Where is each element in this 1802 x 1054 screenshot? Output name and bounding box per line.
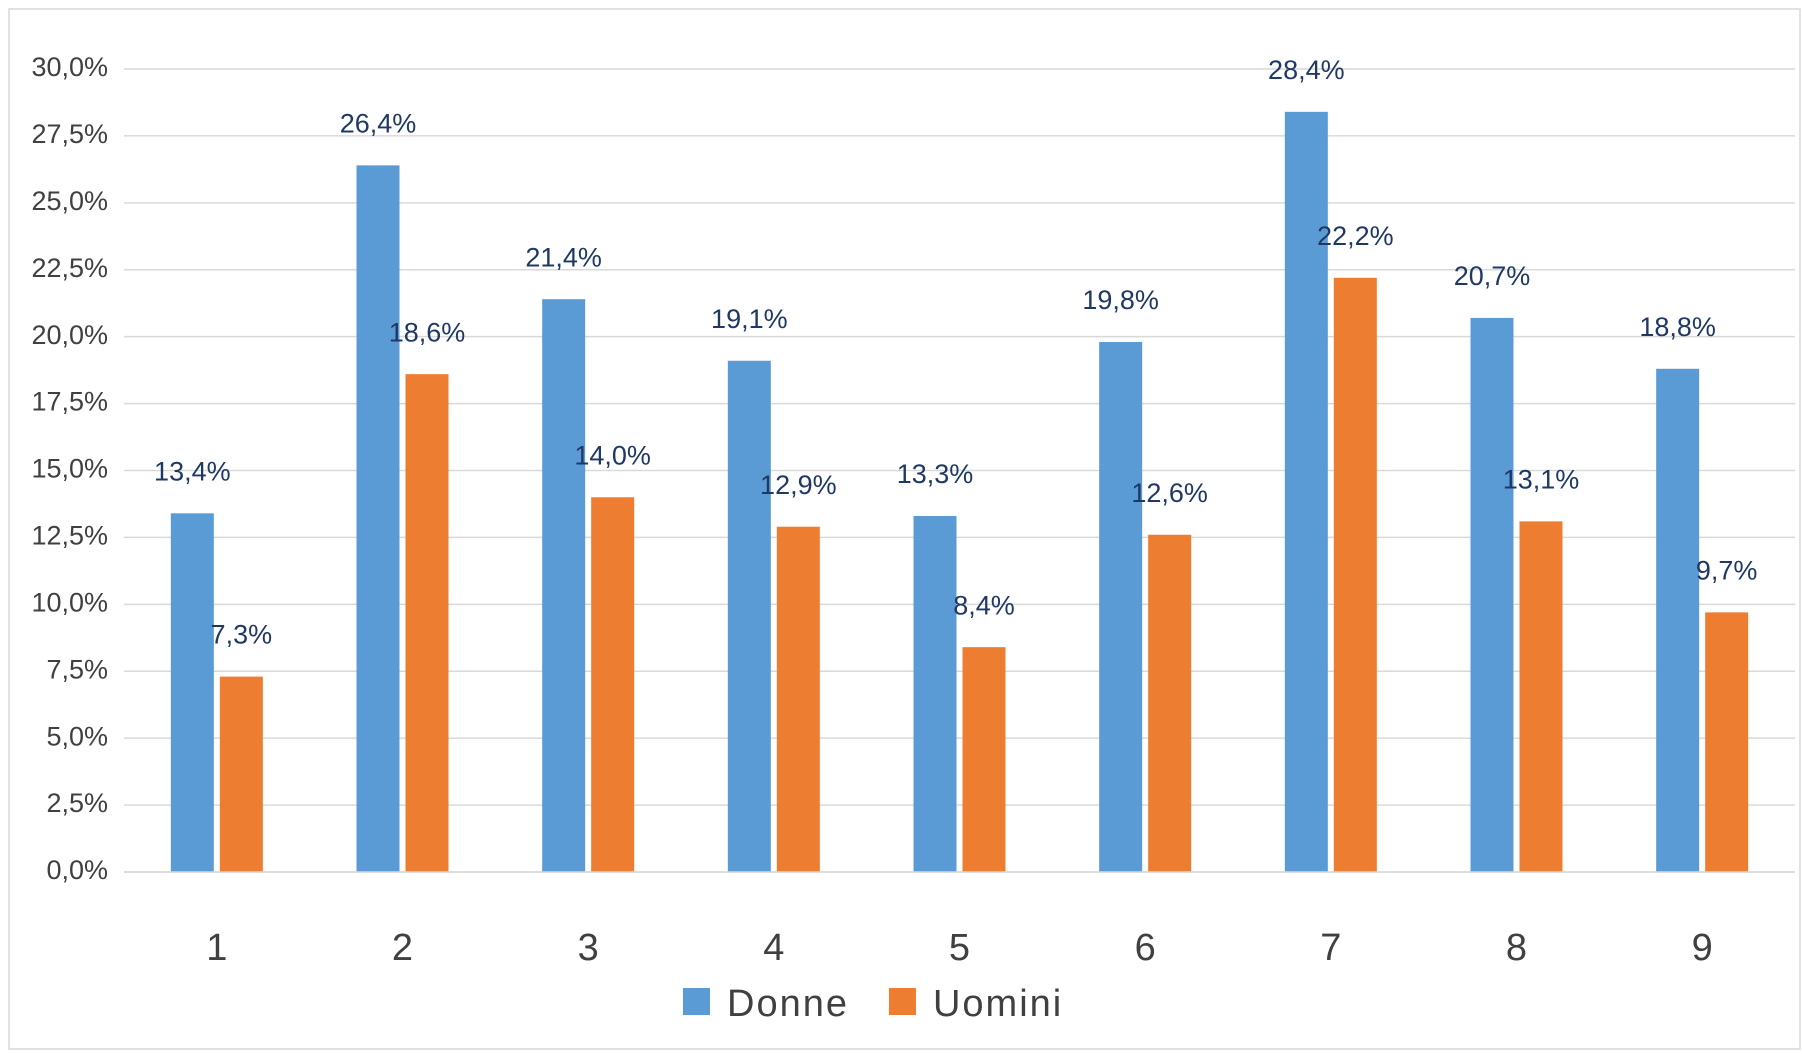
bar [170,513,214,872]
y-tick-label: 20,0% [31,320,108,350]
x-tick-label: 9 [1692,927,1713,969]
data-label: 22,2% [1317,221,1394,251]
data-label: 8,4% [953,590,1015,620]
bar [356,165,400,873]
y-tick-label: 7,5% [46,654,108,684]
data-label: 19,1% [711,304,788,334]
y-tick-label: 12,5% [31,521,108,551]
data-label: 19,8% [1082,285,1159,315]
data-label: 28,4% [1268,55,1345,85]
legend-swatch [683,988,710,1015]
y-tick-label: 25,0% [31,186,108,216]
data-label: 13,3% [897,459,974,489]
bar [405,374,449,872]
y-tick-label: 15,0% [31,454,108,484]
y-tick-label: 17,5% [31,387,108,417]
bar [219,676,263,872]
data-label: 13,4% [154,456,231,486]
bar [1519,521,1563,872]
x-tick-label: 2 [392,927,413,969]
data-label: 21,4% [525,242,602,272]
y-tick-label: 5,0% [46,721,108,751]
bar [542,299,586,872]
bar [1148,534,1192,872]
x-tick-label: 5 [949,927,970,969]
data-label: 14,0% [574,440,651,470]
data-label: 7,3% [211,620,273,650]
y-tick-label: 10,0% [31,587,108,617]
data-label: 18,8% [1639,312,1716,342]
data-label: 12,9% [760,470,837,500]
bar [1705,612,1749,872]
data-label: 20,7% [1454,261,1531,291]
legend-label: Donne [727,983,849,1025]
bar [1333,277,1377,872]
y-tick-label: 0,0% [46,855,108,885]
y-tick-label: 22,5% [31,253,108,283]
data-label: 18,6% [389,317,466,347]
legend-label: Uomini [933,983,1063,1025]
x-tick-label: 6 [1135,927,1156,969]
bar [1656,368,1700,872]
y-tick-label: 30,0% [31,52,108,82]
data-label: 26,4% [340,108,417,138]
x-tick-label: 3 [578,927,599,969]
data-label: 12,6% [1131,478,1208,508]
y-tick-label: 27,5% [31,119,108,149]
x-tick-label: 4 [763,927,784,969]
bar [1470,317,1514,872]
bar [1284,111,1328,873]
bar [962,647,1006,872]
data-label: 13,1% [1503,464,1580,494]
x-tick-label: 8 [1506,927,1527,969]
legend-swatch [888,988,916,1015]
y-tick-label: 2,5% [46,788,108,818]
x-tick-label: 1 [206,927,227,969]
bar [727,360,771,872]
bar [913,516,957,872]
bar [591,497,635,872]
bar [1099,342,1143,872]
x-tick-label: 7 [1320,927,1341,969]
bar [776,526,820,872]
data-label: 9,7% [1696,555,1758,585]
